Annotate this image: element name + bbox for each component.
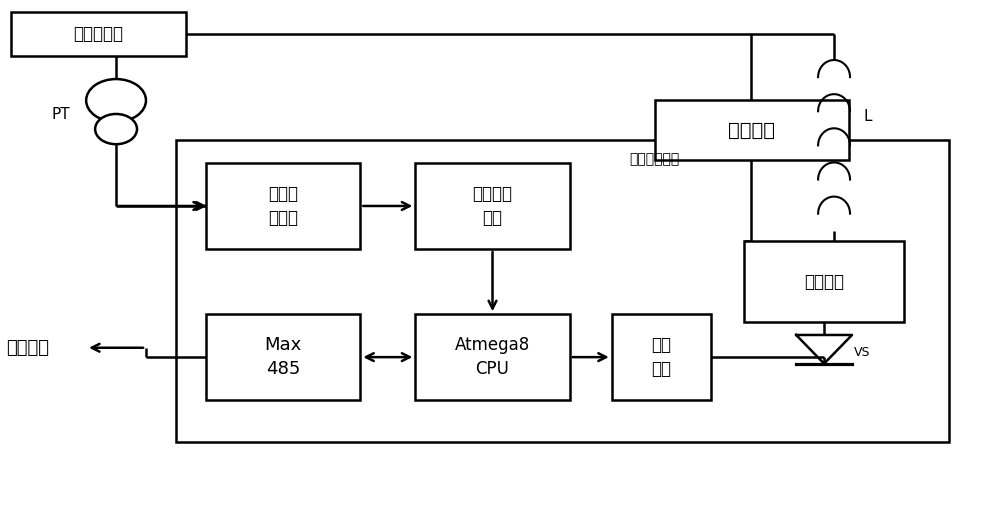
FancyBboxPatch shape bbox=[206, 314, 360, 400]
FancyBboxPatch shape bbox=[415, 163, 570, 249]
Text: 信号调
理电路: 信号调 理电路 bbox=[268, 185, 298, 227]
Text: 触发
电路: 触发 电路 bbox=[652, 336, 672, 378]
Text: 所用变副边: 所用变副边 bbox=[74, 25, 124, 43]
FancyBboxPatch shape bbox=[744, 241, 904, 322]
Ellipse shape bbox=[86, 79, 146, 122]
Ellipse shape bbox=[95, 114, 137, 144]
Text: Max
485: Max 485 bbox=[264, 336, 302, 378]
Text: 保护电路: 保护电路 bbox=[804, 272, 844, 290]
FancyBboxPatch shape bbox=[11, 12, 186, 56]
Text: L: L bbox=[864, 109, 872, 124]
Text: 下行驱动装置: 下行驱动装置 bbox=[629, 152, 680, 167]
Text: 至工控机: 至工控机 bbox=[6, 339, 49, 357]
FancyBboxPatch shape bbox=[612, 314, 711, 400]
FancyBboxPatch shape bbox=[176, 139, 949, 442]
Text: PT: PT bbox=[52, 107, 71, 122]
Text: 正负比较
电路: 正负比较 电路 bbox=[473, 185, 513, 227]
FancyBboxPatch shape bbox=[655, 101, 849, 160]
FancyBboxPatch shape bbox=[206, 163, 360, 249]
Text: Atmega8
CPU: Atmega8 CPU bbox=[455, 336, 530, 378]
Text: VS: VS bbox=[854, 346, 871, 358]
FancyBboxPatch shape bbox=[415, 314, 570, 400]
Text: 相线选择: 相线选择 bbox=[728, 121, 775, 140]
